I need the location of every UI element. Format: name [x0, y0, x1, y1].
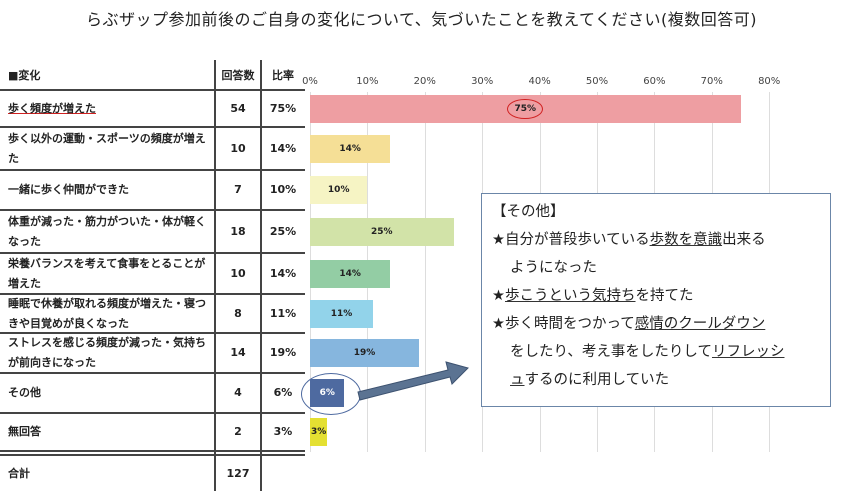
row-ratio: 10% [269, 183, 297, 196]
row-divider [0, 126, 305, 128]
x-tick-label: 60% [643, 76, 666, 87]
row-count: 4 [234, 386, 242, 399]
other-comments-box: 【その他】 ★自分が普段歩いている歩数を意識出来るようになった ★歩こうという気持… [481, 193, 831, 407]
bar-data-label: 14% [339, 143, 361, 154]
comment-line: ★自分が普段歩いている歩数を意識出来る [492, 226, 820, 254]
row-label: 体重が減った・筋力がついた・体が軽くなった [8, 214, 206, 248]
bar: 75% [310, 94, 741, 123]
total-label: 合計 [8, 466, 30, 480]
bar: 14% [310, 259, 391, 288]
row-label: 歩く以外の運動・スポーツの頻度が増えた [8, 131, 206, 165]
row-label: その他 [8, 386, 41, 399]
row-count: 14 [230, 346, 246, 359]
bar: 11% [310, 299, 374, 328]
underlined-phrase: 歩数を意識 [649, 232, 723, 248]
row-ratio: 14% [269, 266, 297, 280]
bar: 3% [310, 418, 328, 446]
bar-data-label: 25% [370, 226, 393, 237]
page-title: らぶザップ参加前後のご自身の変化について、気づいたことを教えてください(複数回答… [86, 10, 757, 29]
total-divider [0, 450, 305, 452]
header-ratio: 比率 [272, 69, 294, 82]
total-count: 127 [226, 466, 250, 480]
x-tick-label: 10% [356, 76, 379, 87]
bar: 19% [310, 339, 420, 367]
bar-data-label: 10% [327, 185, 350, 195]
bar-data-label: 19% [353, 348, 376, 358]
column-divider [214, 60, 216, 491]
bar-data-label: 75% [507, 98, 544, 119]
row-divider [0, 372, 305, 374]
comment-line: ュするのに利用していた [492, 366, 820, 394]
row-label: 一緒に歩く仲間ができた [8, 183, 129, 196]
row-divider [0, 332, 305, 334]
bar-data-label: 14% [339, 268, 361, 279]
header-count: 回答数 [221, 69, 255, 82]
row-count: 8 [234, 306, 242, 320]
bar: 25% [310, 217, 454, 246]
underlined-phrase: ュ [510, 372, 525, 388]
column-divider [260, 60, 262, 491]
row-divider [0, 252, 305, 254]
comment-text: ★ [492, 288, 505, 304]
x-tick-label: 20% [413, 76, 436, 87]
row-divider [0, 169, 305, 171]
row-divider [0, 89, 305, 91]
row-count: 10 [230, 141, 246, 155]
x-tick-label: 50% [585, 76, 609, 87]
x-tick-label: 40% [528, 76, 551, 87]
underlined-phrase: 歩こうという気持ち [505, 288, 636, 304]
comment-line: ★歩こうという気持ちを持てた [492, 282, 820, 310]
row-ratio: 14% [269, 141, 297, 155]
comment-line: ★歩く時間をつかって感情のクールダウン [492, 310, 820, 338]
row-label: 無回答 [8, 425, 41, 438]
x-tick-label: 30% [471, 76, 494, 87]
comment-text: 出来る [722, 232, 766, 248]
row-count: 54 [230, 101, 246, 115]
underlined-phrase: 感情のクールダウン [634, 316, 766, 332]
comment-text: ★歩く時間をつかって [492, 316, 635, 332]
row-label: 栄養バランスを考えて食事をとることが増えた [8, 256, 206, 290]
row-ratio: 6% [273, 386, 293, 399]
row-count: 2 [234, 425, 242, 438]
bar: 10% [310, 176, 368, 204]
bar-data-label: 11% [330, 308, 353, 319]
row-count: 10 [230, 266, 246, 280]
underlined-phrase: リフレッシ [711, 344, 785, 360]
x-tick-label: 80% [758, 76, 781, 87]
comment-line: をしたり、考え事をしたりしてリフレッシ [492, 338, 820, 366]
row-label: 歩く頻度が増えた [8, 101, 96, 115]
bar: 14% [310, 134, 391, 163]
comment-text: ようになった [510, 260, 597, 276]
comment-text: するのに利用していた [524, 372, 670, 388]
row-divider [0, 412, 305, 414]
row-ratio: 3% [273, 425, 293, 438]
row-divider [0, 209, 305, 211]
comment-line: ようになった [492, 254, 820, 282]
x-tick-label: 0% [302, 76, 318, 87]
row-ratio: 19% [269, 346, 297, 359]
total-divider [0, 454, 305, 456]
header-change: ■変化 [8, 69, 41, 82]
bar-data-label: 3% [310, 427, 327, 437]
comment-text: を持てた [635, 288, 694, 304]
row-count: 18 [230, 224, 246, 238]
row-ratio: 11% [269, 306, 297, 320]
comment-text: をしたり、考え事をしたりして [510, 344, 712, 360]
row-count: 7 [234, 183, 242, 196]
row-divider [0, 293, 305, 295]
row-ratio: 75% [269, 101, 297, 115]
row-ratio: 25% [269, 224, 297, 238]
row-label: ストレスを感じる頻度が減った・気持ちが前向きになった [8, 336, 206, 369]
x-tick-label: 70% [700, 76, 723, 87]
row-label: 睡眠で休養が取れる頻度が増えた・寝つきや目覚めが良くなった [8, 296, 206, 330]
comment-text: ★自分が普段歩いている [492, 232, 650, 248]
comment-heading: 【その他】 [492, 204, 565, 220]
gridline [424, 92, 426, 452]
